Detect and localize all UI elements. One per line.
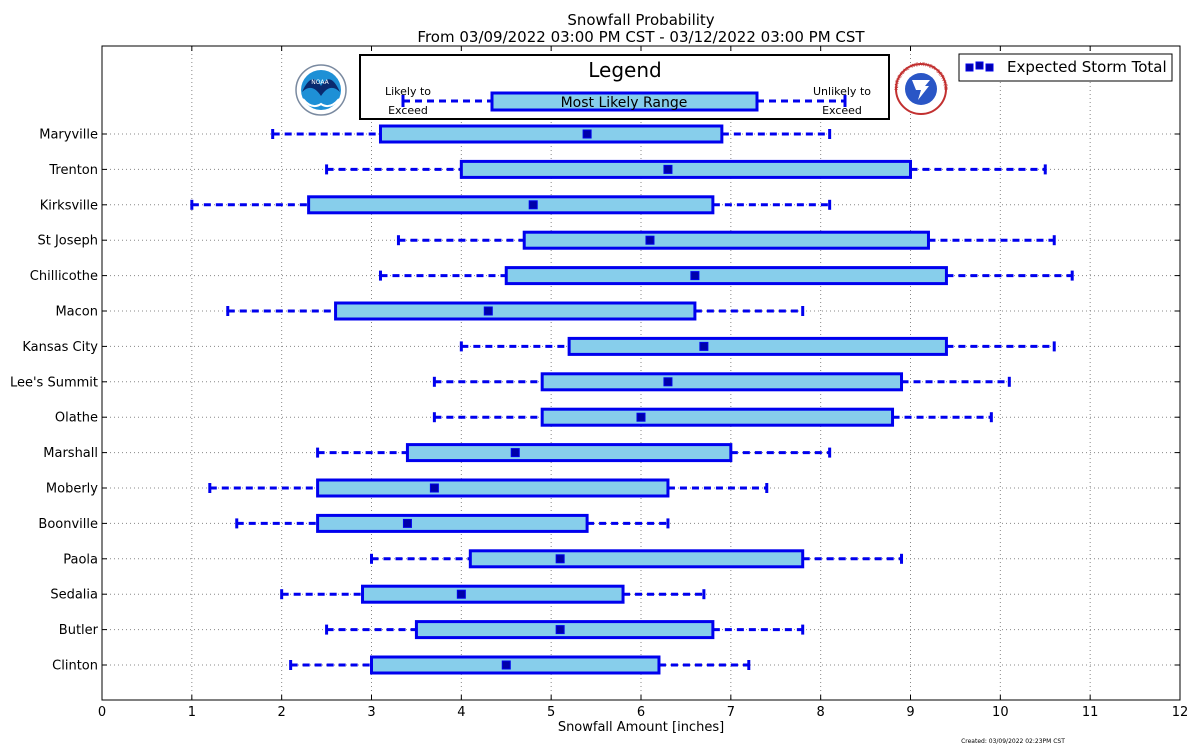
expected-total-marker xyxy=(645,235,655,245)
expected-total-marker xyxy=(528,200,538,210)
category-label: Olathe xyxy=(55,411,98,426)
most-likely-range-box xyxy=(378,124,724,144)
inset-legend-left-label-1: Likely to xyxy=(385,85,431,98)
axis-ticks: 0 1 2 3 4 5 6 7 8 9 10 11 12MaryvilleTrentonKirksvil… xyxy=(10,46,1188,720)
series-legend: Expected Storm Total xyxy=(958,53,1173,82)
category-label: Lee's Summit xyxy=(10,375,98,390)
x-tick-label: 8 xyxy=(817,705,825,720)
expected-total-marker xyxy=(663,377,673,387)
category-label: Sedalia xyxy=(50,588,98,603)
x-axis-title: Snowfall Amount [inches] xyxy=(558,720,724,735)
x-tick-label: 0 xyxy=(98,705,106,720)
most-likely-range-box xyxy=(567,336,948,356)
expected-total-marker xyxy=(501,660,511,670)
x-tick-label: 5 xyxy=(547,705,555,720)
inset-legend-box xyxy=(490,91,759,112)
expected-total-marker xyxy=(663,164,673,174)
x-tick-label: 9 xyxy=(906,705,914,720)
expected-total-marker xyxy=(555,554,565,564)
most-likely-range-box xyxy=(316,478,670,498)
plot-area xyxy=(190,124,1074,675)
inset-legend-box-label: Most Likely Range xyxy=(561,95,688,111)
inset-legend-right-label-2: Exceed xyxy=(822,104,862,117)
x-tick-label: 1 xyxy=(188,705,196,720)
expected-total-marker xyxy=(402,518,412,528)
category-label: Boonville xyxy=(38,517,98,532)
expected-total-marker xyxy=(555,625,565,635)
x-tick-label: 4 xyxy=(457,705,465,720)
inset-legend-left-label-2: Exceed xyxy=(388,104,428,117)
x-tick-label: 12 xyxy=(1172,705,1189,720)
inset-legend-title: Legend xyxy=(588,58,661,82)
noaa-logo-text: NOAA xyxy=(311,79,329,86)
x-tick-label: 2 xyxy=(278,705,286,720)
expected-total-marker xyxy=(636,412,646,422)
created-note: Created: 03/09/2022 02:23PM CST xyxy=(961,738,1065,745)
category-label: Macon xyxy=(55,305,98,320)
most-likely-range-box xyxy=(334,301,697,321)
legend-marker-3 xyxy=(985,63,994,72)
legend-marker-1 xyxy=(965,63,974,72)
series-legend-frame xyxy=(958,53,1173,82)
most-likely-range-box xyxy=(468,549,805,569)
most-likely-range-box xyxy=(540,372,904,392)
category-label: Trenton xyxy=(48,163,98,178)
chart-title: Snowfall Probability xyxy=(567,11,714,29)
most-likely-range-box xyxy=(316,513,589,533)
inset-legend: Legend Most Likely Range Likely to Excee… xyxy=(359,54,890,120)
category-label: Marshall xyxy=(43,446,98,461)
most-likely-range-box xyxy=(370,655,661,675)
most-likely-range-box xyxy=(405,443,733,463)
expected-total-marker xyxy=(429,483,439,493)
category-label: Kansas City xyxy=(22,340,98,355)
x-tick-label: 11 xyxy=(1082,705,1099,720)
most-likely-range-box xyxy=(361,584,625,604)
expected-total-marker xyxy=(456,589,466,599)
inset-legend-right-label-1: Unlikely to xyxy=(813,85,871,98)
category-label: Clinton xyxy=(52,659,98,674)
category-label: Chillicothe xyxy=(30,269,98,284)
x-tick-label: 10 xyxy=(992,705,1009,720)
category-label: Maryville xyxy=(39,128,98,143)
expected-total-marker xyxy=(690,271,700,281)
expected-total-marker xyxy=(483,306,493,316)
expected-total-marker xyxy=(699,341,709,351)
x-tick-label: 6 xyxy=(637,705,645,720)
noaa-logo: NOAA xyxy=(295,64,347,116)
x-tick-label: 3 xyxy=(367,705,375,720)
category-label: Butler xyxy=(59,623,99,638)
most-likely-range-box xyxy=(540,407,895,427)
category-label: Moberly xyxy=(46,482,98,497)
most-likely-range-box xyxy=(459,159,912,179)
legend-marker-2 xyxy=(975,61,984,70)
category-label: Kirksville xyxy=(40,198,98,213)
most-likely-range-box xyxy=(307,195,715,215)
category-label: Paola xyxy=(63,552,98,567)
most-likely-range-box xyxy=(522,230,930,250)
chart-subtitle: From 03/09/2022 03:00 PM CST - 03/12/202… xyxy=(417,28,865,46)
nws-logo: NATIONAL WEATHER SERVICE xyxy=(894,62,948,115)
legend-label-expected-storm-total: Expected Storm Total xyxy=(1007,58,1167,76)
category-label: St Joseph xyxy=(37,234,98,249)
expected-total-marker xyxy=(582,129,592,139)
x-tick-label: 7 xyxy=(727,705,735,720)
noaa-logo-wave-icon xyxy=(302,98,340,108)
most-likely-range-box xyxy=(504,266,948,286)
noaa-logo-bird-icon xyxy=(302,79,340,96)
expected-total-marker xyxy=(510,448,520,458)
nws-logo-tornado-icon xyxy=(912,80,930,100)
